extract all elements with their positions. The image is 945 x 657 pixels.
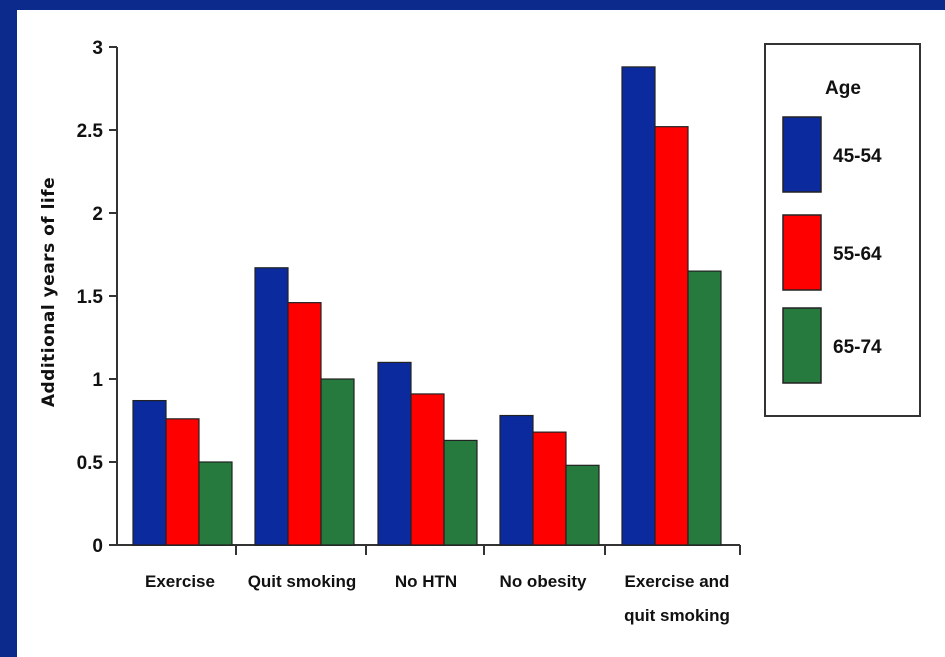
y-tick-label: 2 <box>92 204 103 225</box>
y-axis-label: Additional years of life <box>39 177 59 407</box>
bar <box>565 464 600 546</box>
y-tick-label: 1 <box>92 370 103 391</box>
x-category-label: quit smoking <box>624 606 730 625</box>
bar <box>687 270 722 546</box>
legend-label: 45-54 <box>833 146 882 167</box>
bar <box>654 126 689 546</box>
y-tick-label: 0.5 <box>77 453 104 474</box>
legend: Age 45-54 55-64 65-74 <box>764 43 921 417</box>
legend-swatch <box>782 307 822 384</box>
x-category-label: No obesity <box>500 572 587 591</box>
y-axis: 0 0.5 1 1.5 2 2.5 3 <box>77 38 118 557</box>
bar <box>132 399 167 546</box>
bar <box>621 66 656 546</box>
y-tick-label: 0 <box>92 536 103 557</box>
y-tick-label: 3 <box>92 38 103 59</box>
bar <box>377 361 412 546</box>
bar <box>410 393 445 546</box>
bar <box>320 378 355 546</box>
y-tick-label: 1.5 <box>77 287 104 308</box>
x-category-label: Quit smoking <box>248 572 357 591</box>
legend-swatch <box>782 214 822 291</box>
bars <box>132 66 722 546</box>
bar <box>165 418 200 546</box>
x-category-label: No HTN <box>395 572 457 591</box>
y-tick-label: 2.5 <box>77 121 104 142</box>
bar <box>443 439 478 546</box>
bar <box>287 302 322 546</box>
bar <box>254 267 289 546</box>
x-category-label: Exercise <box>145 572 215 591</box>
x-axis: Exercise Quit smoking No HTN No obesity Exer… <box>117 544 741 625</box>
legend-label: 55-64 <box>833 244 882 265</box>
bar <box>499 414 534 546</box>
legend-swatch <box>782 116 822 193</box>
legend-title: Age <box>825 78 861 99</box>
bar <box>532 431 567 546</box>
bar <box>198 461 233 546</box>
legend-label: 65-74 <box>833 337 882 358</box>
x-category-label: Exercise and <box>625 572 730 591</box>
